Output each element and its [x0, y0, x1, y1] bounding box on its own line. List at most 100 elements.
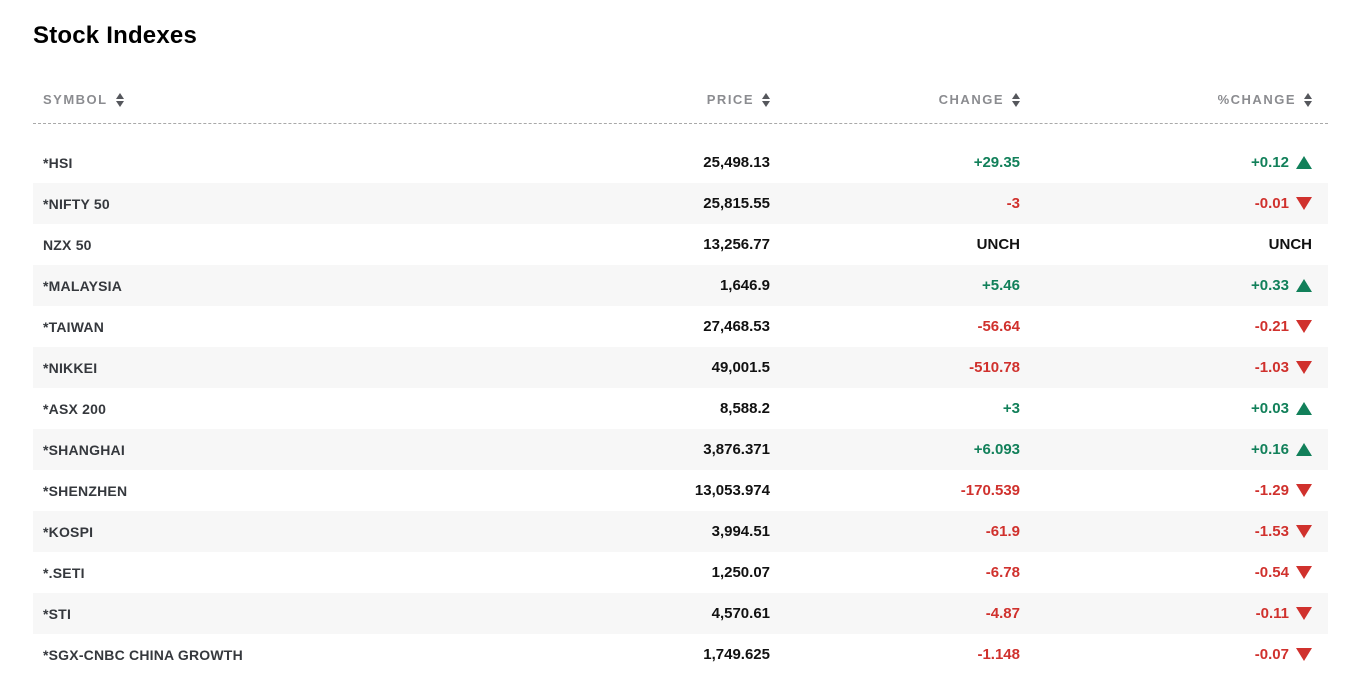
price-cell: 3,876.371	[703, 441, 770, 458]
change-cell: +29.35	[973, 154, 1020, 171]
sort-up-down-icon	[115, 93, 124, 107]
change-cell: -56.64	[977, 318, 1020, 335]
percent-change-value: -0.21	[1254, 318, 1289, 335]
table-row: *ASX 200 8,588.2 +3 +0.03	[33, 388, 1328, 429]
triangle-down-icon	[1296, 197, 1312, 210]
price-cell: 49,001.5	[711, 359, 770, 376]
percent-change-value: +0.12	[1251, 154, 1289, 171]
symbol-cell: *STI	[33, 606, 520, 622]
change-cell: -6.78	[985, 564, 1020, 581]
symbol-link[interactable]: *SHANGHAI	[43, 441, 125, 458]
triangle-up-icon	[1296, 279, 1312, 292]
symbol-cell: *TAIWAN	[33, 319, 520, 335]
change-cell: -1.148	[977, 646, 1020, 663]
symbol-cell: *NIFTY 50	[33, 196, 520, 212]
price-cell: 3,994.51	[711, 523, 770, 540]
percent-change-cell: -0.07	[1020, 646, 1328, 663]
symbol-cell: *KOSPI	[33, 524, 520, 540]
price-cell: 1,646.9	[719, 277, 770, 294]
table-row: NZX 50 13,256.77 UNCH UNCH	[33, 224, 1328, 265]
sort-up-down-icon	[762, 93, 770, 107]
symbol-cell: *ASX 200	[33, 401, 520, 417]
symbol-cell: *SGX-CNBC CHINA GROWTH	[33, 647, 520, 663]
symbol-cell: *HSI	[33, 155, 520, 171]
column-header-percent-change-label: %CHANGE	[1217, 92, 1296, 107]
page-title: Stock Indexes	[33, 22, 198, 49]
triangle-down-icon	[1296, 566, 1312, 579]
percent-change-cell: +0.16	[1020, 441, 1328, 458]
symbol-link[interactable]: *KOSPI	[43, 523, 94, 540]
change-cell: -3	[1006, 195, 1020, 212]
triangle-down-icon	[1296, 648, 1312, 661]
price-cell: 13,053.974	[694, 482, 770, 499]
symbol-link[interactable]: *MALAYSIA	[43, 277, 123, 294]
symbol-cell: *SHENZHEN	[33, 483, 520, 499]
percent-change-value: -0.11	[1255, 605, 1289, 622]
column-header-price-label: PRICE	[706, 92, 754, 107]
symbol-link[interactable]: *NIKKEI	[43, 359, 98, 376]
price-cell: 8,588.2	[719, 400, 770, 417]
percent-change-value: -1.53	[1254, 523, 1289, 540]
percent-change-value: -0.01	[1254, 195, 1289, 212]
table-row: *TAIWAN 27,468.53 -56.64 -0.21	[33, 306, 1328, 347]
percent-change-value: +0.03	[1251, 400, 1289, 417]
table-row: *.SETI 1,250.07 -6.78 -0.54	[33, 552, 1328, 593]
price-cell: 4,570.61	[711, 605, 770, 622]
table-row: *SHANGHAI 3,876.371 +6.093 +0.16	[33, 429, 1328, 470]
symbol-link[interactable]: *.SETI	[43, 564, 85, 581]
triangle-up-icon	[1296, 443, 1312, 456]
percent-change-cell: UNCH	[1020, 236, 1328, 253]
table-body: *HSI 25,498.13 +29.35 +0.12 *NIFTY 50 25…	[33, 124, 1328, 675]
change-cell: +6.093	[973, 441, 1020, 458]
triangle-down-icon	[1296, 320, 1312, 333]
table-row: *NIKKEI 49,001.5 -510.78 -1.03	[33, 347, 1328, 388]
triangle-down-icon	[1296, 607, 1312, 620]
symbol-cell: *NIKKEI	[33, 360, 520, 376]
percent-change-cell: -0.11	[1020, 605, 1328, 622]
table-row: *SGX-CNBC CHINA GROWTH 1,749.625 -1.148 …	[33, 634, 1328, 675]
column-header-percent-change[interactable]: %CHANGE	[1020, 92, 1328, 108]
price-cell: 27,468.53	[703, 318, 770, 335]
percent-change-value: -1.29	[1254, 482, 1289, 499]
price-cell: 25,815.55	[703, 195, 770, 212]
percent-change-cell: -0.21	[1020, 318, 1328, 335]
symbol-link[interactable]: NZX 50	[43, 236, 92, 253]
symbol-link[interactable]: *TAIWAN	[43, 318, 105, 335]
triangle-down-icon	[1296, 525, 1312, 538]
symbol-link[interactable]: *SGX-CNBC CHINA GROWTH	[43, 646, 243, 663]
percent-change-cell: -1.03	[1020, 359, 1328, 376]
price-cell: 1,749.625	[703, 646, 770, 663]
symbol-link[interactable]: *NIFTY 50	[43, 195, 110, 212]
percent-change-cell: -0.54	[1020, 564, 1328, 581]
price-cell: 25,498.13	[703, 154, 770, 171]
percent-change-value: +0.33	[1251, 277, 1289, 294]
table-row: *HSI 25,498.13 +29.35 +0.12	[33, 142, 1328, 183]
symbol-link[interactable]: *HSI	[43, 154, 73, 171]
symbol-cell: *.SETI	[33, 565, 520, 581]
price-cell: 1,250.07	[711, 564, 770, 581]
percent-change-value: +0.16	[1251, 441, 1289, 458]
symbol-link[interactable]: *STI	[43, 605, 72, 622]
symbol-link[interactable]: *ASX 200	[43, 400, 107, 417]
percent-change-cell: -1.29	[1020, 482, 1328, 499]
sort-up-down-icon	[1012, 93, 1020, 107]
percent-change-cell: -0.01	[1020, 195, 1328, 212]
stock-indexes-table: SYMBOL PRICE CHANGE %CHANGE *HSI 25,498.…	[33, 92, 1328, 675]
column-header-symbol-label: SYMBOL	[43, 92, 108, 107]
column-header-change[interactable]: CHANGE	[770, 92, 1020, 108]
change-cell: -170.539	[960, 482, 1020, 499]
percent-change-cell: -1.53	[1020, 523, 1328, 540]
percent-change-cell: +0.12	[1020, 154, 1328, 171]
column-header-symbol[interactable]: SYMBOL	[33, 92, 520, 108]
change-cell: +3	[1002, 400, 1020, 417]
table-row: *SHENZHEN 13,053.974 -170.539 -1.29	[33, 470, 1328, 511]
column-header-price[interactable]: PRICE	[520, 92, 770, 108]
percent-change-cell: +0.03	[1020, 400, 1328, 417]
symbol-cell: *SHANGHAI	[33, 442, 520, 458]
change-cell: +5.46	[982, 277, 1020, 294]
table-row: *KOSPI 3,994.51 -61.9 -1.53	[33, 511, 1328, 552]
symbol-link[interactable]: *SHENZHEN	[43, 482, 128, 499]
triangle-down-icon	[1296, 361, 1312, 374]
change-cell: UNCH	[976, 236, 1020, 253]
